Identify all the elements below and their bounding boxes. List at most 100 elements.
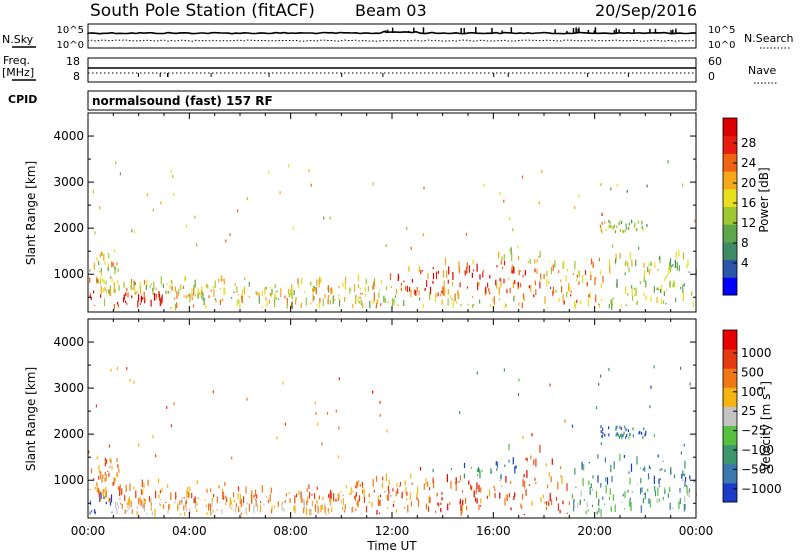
data-cell	[150, 504, 153, 511]
data-cell	[675, 297, 677, 302]
data-cell	[410, 246, 412, 250]
data-cell	[94, 486, 96, 490]
data-cell	[546, 307, 548, 309]
data-cell	[415, 291, 417, 296]
data-cell	[568, 501, 570, 506]
data-cell	[102, 277, 104, 282]
data-cell	[218, 485, 220, 489]
data-cell	[157, 478, 160, 484]
data-cell	[531, 433, 533, 437]
data-cell	[388, 479, 390, 486]
data-cell	[659, 478, 661, 481]
data-cell	[589, 279, 591, 281]
data-cell	[221, 497, 223, 499]
colorbar-swatch	[723, 135, 737, 154]
data-cell	[589, 491, 591, 493]
data-cell	[105, 501, 107, 505]
data-cell	[171, 285, 173, 291]
data-cell	[397, 488, 399, 494]
data-cell	[387, 485, 389, 492]
data-cell	[540, 277, 542, 281]
data-cell	[365, 278, 367, 285]
ytick-label: 2000	[53, 427, 84, 441]
colorbar-swatch	[723, 153, 737, 172]
data-cell	[609, 265, 611, 274]
data-cell	[503, 278, 505, 284]
data-cell	[450, 468, 452, 470]
data-cell	[100, 286, 102, 294]
data-cell	[338, 377, 340, 381]
data-cell	[638, 246, 640, 250]
data-cell	[587, 299, 589, 307]
data-cell	[686, 264, 688, 269]
nave-tick-top: 60	[708, 55, 722, 68]
data-cell	[224, 482, 226, 487]
data-cell	[202, 292, 204, 301]
data-cell	[104, 477, 106, 482]
data-cell	[98, 270, 100, 273]
data-cell	[179, 500, 181, 505]
data-cell	[99, 253, 101, 258]
data-cell	[511, 264, 513, 270]
data-cell	[282, 501, 284, 504]
data-cell	[506, 494, 508, 502]
data-cell	[201, 286, 203, 292]
data-cell	[486, 495, 488, 499]
data-cell	[586, 502, 588, 508]
data-cell	[689, 382, 691, 386]
data-cell	[327, 508, 329, 512]
data-cell	[522, 274, 524, 278]
data-cell	[111, 261, 113, 268]
data-cell	[357, 284, 360, 289]
data-cell	[192, 298, 194, 300]
nsearch-line	[87, 39, 696, 42]
freq-tick-bottom: 8	[73, 70, 80, 83]
data-cell	[196, 508, 198, 513]
data-cell	[119, 484, 121, 491]
data-cell	[125, 292, 127, 297]
data-cell	[661, 469, 663, 471]
data-cell	[113, 282, 115, 290]
data-cell	[168, 503, 171, 509]
data-cell	[340, 490, 342, 493]
data-cell	[578, 281, 580, 285]
data-cell	[329, 489, 332, 496]
data-cell	[114, 269, 116, 274]
data-cell	[551, 499, 553, 506]
data-cell	[135, 490, 137, 498]
velocity-colorbar-label-end: ]	[759, 381, 773, 386]
data-cell	[595, 406, 598, 410]
data-cell	[135, 292, 137, 295]
data-cell	[433, 480, 435, 489]
data-cell	[311, 493, 313, 496]
data-cell	[248, 503, 250, 512]
data-cell	[101, 478, 103, 483]
data-cell	[206, 504, 208, 507]
data-cell	[329, 300, 331, 305]
data-cell	[673, 280, 675, 288]
data-cell	[214, 298, 216, 300]
data-cell	[533, 294, 535, 298]
data-cell	[359, 301, 361, 304]
data-cell	[413, 289, 415, 295]
data-cell	[215, 298, 217, 303]
data-cell	[539, 250, 541, 258]
data-cell	[624, 491, 626, 498]
data-cell	[628, 436, 630, 440]
data-cell	[493, 296, 495, 304]
data-cell	[274, 283, 276, 289]
data-cell	[291, 287, 293, 295]
data-cell	[99, 490, 101, 495]
data-cell	[500, 279, 502, 288]
data-cell	[558, 297, 560, 302]
data-cell	[120, 502, 122, 505]
data-cell	[291, 301, 293, 309]
data-cell	[595, 490, 598, 498]
data-cell	[631, 220, 633, 224]
data-cell	[240, 500, 242, 508]
data-cell	[428, 495, 430, 504]
data-cell	[238, 299, 240, 304]
data-cell	[475, 488, 477, 495]
data-cell	[273, 505, 276, 508]
data-cell	[440, 507, 442, 513]
